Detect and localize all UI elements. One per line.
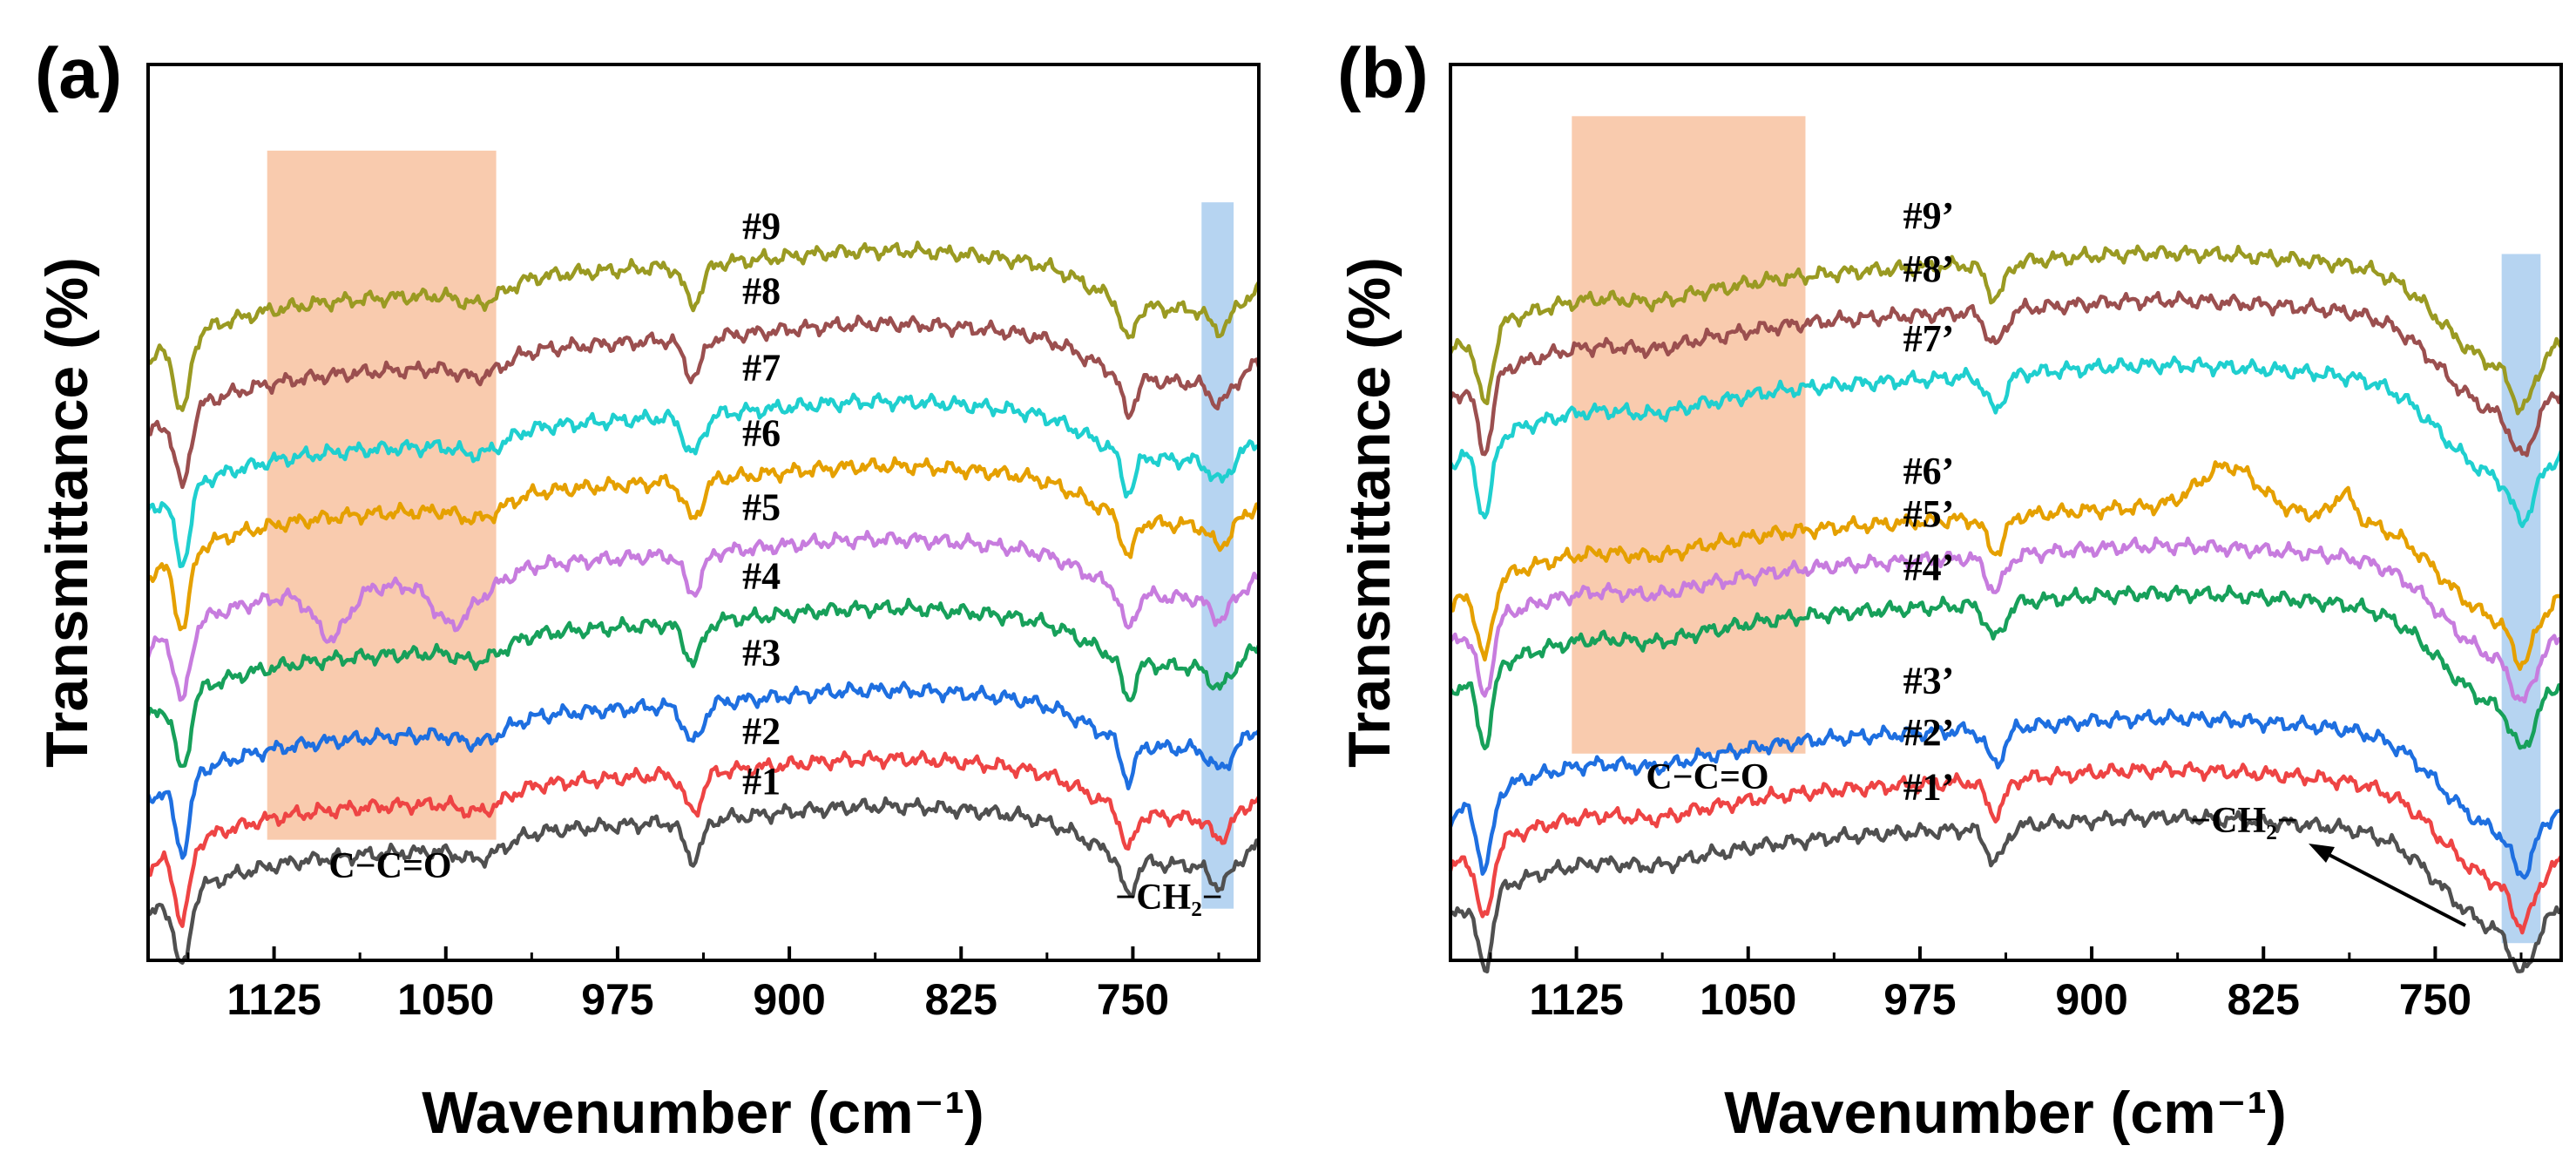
series-line-b-3 xyxy=(1448,708,2562,880)
series-line-a-8 xyxy=(146,314,1261,490)
series-line-b-6 xyxy=(1450,460,2563,671)
series-label-a-1: #1 xyxy=(742,760,781,803)
series-label-b-4: #4’ xyxy=(1903,546,1955,589)
series-layer-a xyxy=(145,241,1261,966)
series-label-a-8: #8 xyxy=(742,270,781,313)
series-label-layer-a: #1 #2 #3 #4 #5 #6 #7 #8 #9 xyxy=(742,205,781,803)
series-label-a-2: #2 xyxy=(742,710,781,753)
panel-label-a: (a) xyxy=(35,34,122,113)
series-line-b-4 xyxy=(1449,584,2563,750)
band-ch2-a xyxy=(1201,202,1234,909)
series-line-a-5 xyxy=(145,530,1260,702)
series-label-a-7: #7 xyxy=(742,347,781,390)
x-tick-label-a-825: 825 xyxy=(925,975,997,1024)
series-line-a-4 xyxy=(145,597,1261,769)
series-label-layer-b: #1’ #2’ #3’ #4’ #5’#6’ #7’ #8’ #9’ xyxy=(1903,194,1955,808)
band-label-cco-a: C−C=O xyxy=(328,846,451,886)
series-line-b-2 xyxy=(1448,760,2563,935)
panel-b: (b) #1’ #2’ #3’ #4’ #5’#6’ #7’ #8’ #9’ 1125 1050… xyxy=(1336,34,2564,1146)
series-line-a-6 xyxy=(147,456,1260,632)
band-label-ch2-b: −CH₂− xyxy=(2190,801,2297,841)
series-label-b-6: #6’ xyxy=(1903,450,1955,492)
series-label-a-9: #9 xyxy=(742,205,781,247)
series-line-b-5 xyxy=(1449,536,2562,704)
ch2-pointer-arrowhead xyxy=(2309,844,2335,863)
band-label-cco-b: C−C=O xyxy=(1646,757,1768,797)
x-tick-label-a-1125: 1125 xyxy=(226,975,321,1024)
series-label-b-2: #2’ xyxy=(1903,711,1955,754)
series-line-a-2 xyxy=(147,749,1261,928)
series-line-a-1 xyxy=(146,796,1260,966)
x-tick-label-a-750: 750 xyxy=(1097,975,1169,1024)
series-label-a-6: #6 xyxy=(742,411,781,454)
series-label-b-9: #9’ xyxy=(1903,194,1955,237)
x-tick-label-b-975: 975 xyxy=(1883,975,1956,1024)
x-ticks-a: 1125 1050 975 900 825 750 xyxy=(186,946,1220,1024)
series-line-a-9 xyxy=(146,241,1261,412)
x-tick-label-a-900: 900 xyxy=(753,975,825,1024)
series-label-b-5: #5’ xyxy=(1903,492,1955,535)
series-label-b-3: #3’ xyxy=(1903,660,1955,702)
band-ch2-b xyxy=(2501,254,2541,944)
x-tick-label-a-975: 975 xyxy=(581,975,653,1024)
band-cco-b xyxy=(1572,116,1806,754)
series-line-b-7 xyxy=(1449,355,2564,529)
x-tick-label-b-1050: 1050 xyxy=(1700,975,1796,1024)
panel-label-b: (b) xyxy=(1337,34,1429,113)
ch2-pointer-arrow xyxy=(2323,851,2466,927)
series-label-a-4: #4 xyxy=(742,554,781,597)
band-cco-a xyxy=(267,150,497,840)
band-layer-b xyxy=(1572,116,2541,944)
series-label-a-5: #5 xyxy=(742,485,781,528)
series-line-b-8 xyxy=(1448,290,2564,458)
series-line-a-3 xyxy=(145,681,1261,860)
x-tick-label-a-1050: 1050 xyxy=(397,975,494,1024)
x-tick-label-b-900: 900 xyxy=(2055,975,2127,1024)
panel-a: (a) #1 #2 #3 #4 #5 #6 #7 #8 #9 1125 1050 975 900 825… xyxy=(34,34,1261,1146)
x-tick-label-b-1125: 1125 xyxy=(1529,975,1623,1024)
band-label-ch2-a: −CH₂− xyxy=(1115,878,1222,918)
series-label-a-3: #3 xyxy=(742,632,781,675)
series-line-b-9 xyxy=(1448,244,2563,416)
y-axis-title-a: Transmittance (%) xyxy=(34,257,100,768)
x-tick-label-b-750: 750 xyxy=(2399,975,2471,1024)
series-label-b-8: #8’ xyxy=(1903,247,1955,290)
series-layer-b xyxy=(1448,244,2564,974)
series-line-b-1 xyxy=(1450,808,2562,974)
x-tick-label-b-825: 825 xyxy=(2228,975,2300,1024)
x-axis-title-b: Wavenumber (cm⁻¹) xyxy=(1724,1080,2286,1146)
series-label-b-7: #7’ xyxy=(1903,317,1955,360)
x-ticks-b: 1125 1050 975 900 825 750 xyxy=(1489,946,2523,1024)
series-label-b-1: #1’ xyxy=(1903,765,1955,808)
y-axis-title-b: Transmittance (%) xyxy=(1336,257,1403,768)
series-line-a-7 xyxy=(146,392,1259,569)
x-axis-title-a: Wavenumber (cm⁻¹) xyxy=(422,1080,984,1146)
